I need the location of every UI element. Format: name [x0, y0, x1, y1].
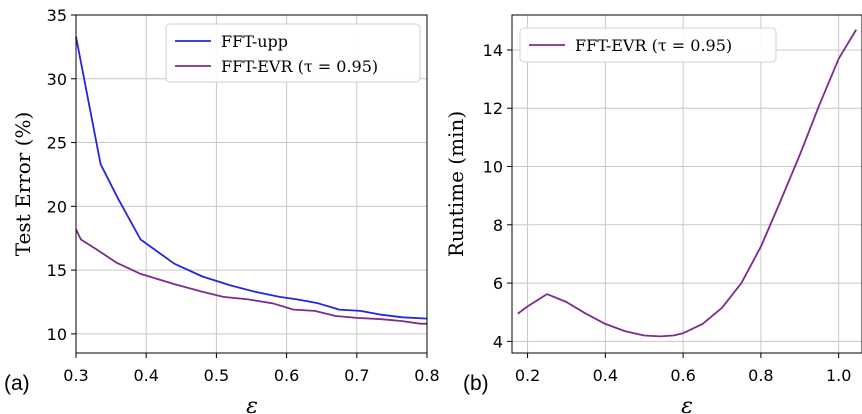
- y-tick-label: 35: [47, 6, 67, 25]
- x-tick-label: 0.6: [274, 366, 299, 385]
- x-tick-label: 0.4: [133, 366, 158, 385]
- x-axis-label: ε: [246, 394, 258, 414]
- legend: FFT-upp FFT-EVR (τ = 0.95): [166, 24, 420, 82]
- plot-frame: [512, 15, 862, 353]
- y-tick-label: 12: [483, 99, 503, 118]
- legend-label: FFT-EVR (τ = 0.95): [575, 36, 732, 55]
- y-tick-label: 10: [483, 158, 503, 177]
- x-tick-label: 0.5: [204, 366, 229, 385]
- legend: FFT-EVR (τ = 0.95): [520, 28, 776, 62]
- x-axis-label: ε: [681, 394, 693, 414]
- y-tick-label: 8: [493, 216, 503, 235]
- y-tick-label: 6: [493, 274, 503, 293]
- y-tick-label: 4: [493, 332, 503, 351]
- y-tick-label: 30: [47, 70, 67, 89]
- chart-panel-1: 0.3 0.4 0.5 0.6 0.7 0.8 10 15 20 25 30 35 Test Error…: [4, 6, 440, 414]
- series-line-1: [518, 30, 856, 337]
- x-tick-label: 0.7: [344, 366, 369, 385]
- x-tick-label: 0.2: [515, 366, 540, 385]
- legend-label: FFT-upp: [221, 32, 288, 51]
- y-tick-label: 14: [483, 41, 503, 60]
- y-tick-label: 15: [47, 261, 67, 280]
- legend-label: FFT-EVR (τ = 0.95): [221, 57, 378, 76]
- x-tick-label: 1.0: [826, 366, 851, 385]
- panel-label: (b): [463, 372, 489, 395]
- x-tick-label: 0.4: [593, 366, 618, 385]
- series-line-2: [76, 229, 427, 323]
- x-tick-label: 0.3: [63, 366, 88, 385]
- x-tick-label: 0.6: [670, 366, 695, 385]
- y-tick-label: 25: [47, 134, 67, 153]
- y-axis-label: Test Error (%): [11, 112, 35, 257]
- y-tick-label: 10: [47, 325, 67, 344]
- x-tick-label: 0.8: [414, 366, 439, 385]
- chart-panel-2: 0.2 0.4 0.6 0.8 1.0 4 6 8 10 12 14 Runtime (min) ε (b…: [444, 15, 862, 414]
- y-axis-label: Runtime (min): [444, 111, 468, 257]
- panel-label: (a): [4, 372, 30, 395]
- x-tick-label: 0.8: [748, 366, 773, 385]
- y-tick-label: 20: [47, 197, 67, 216]
